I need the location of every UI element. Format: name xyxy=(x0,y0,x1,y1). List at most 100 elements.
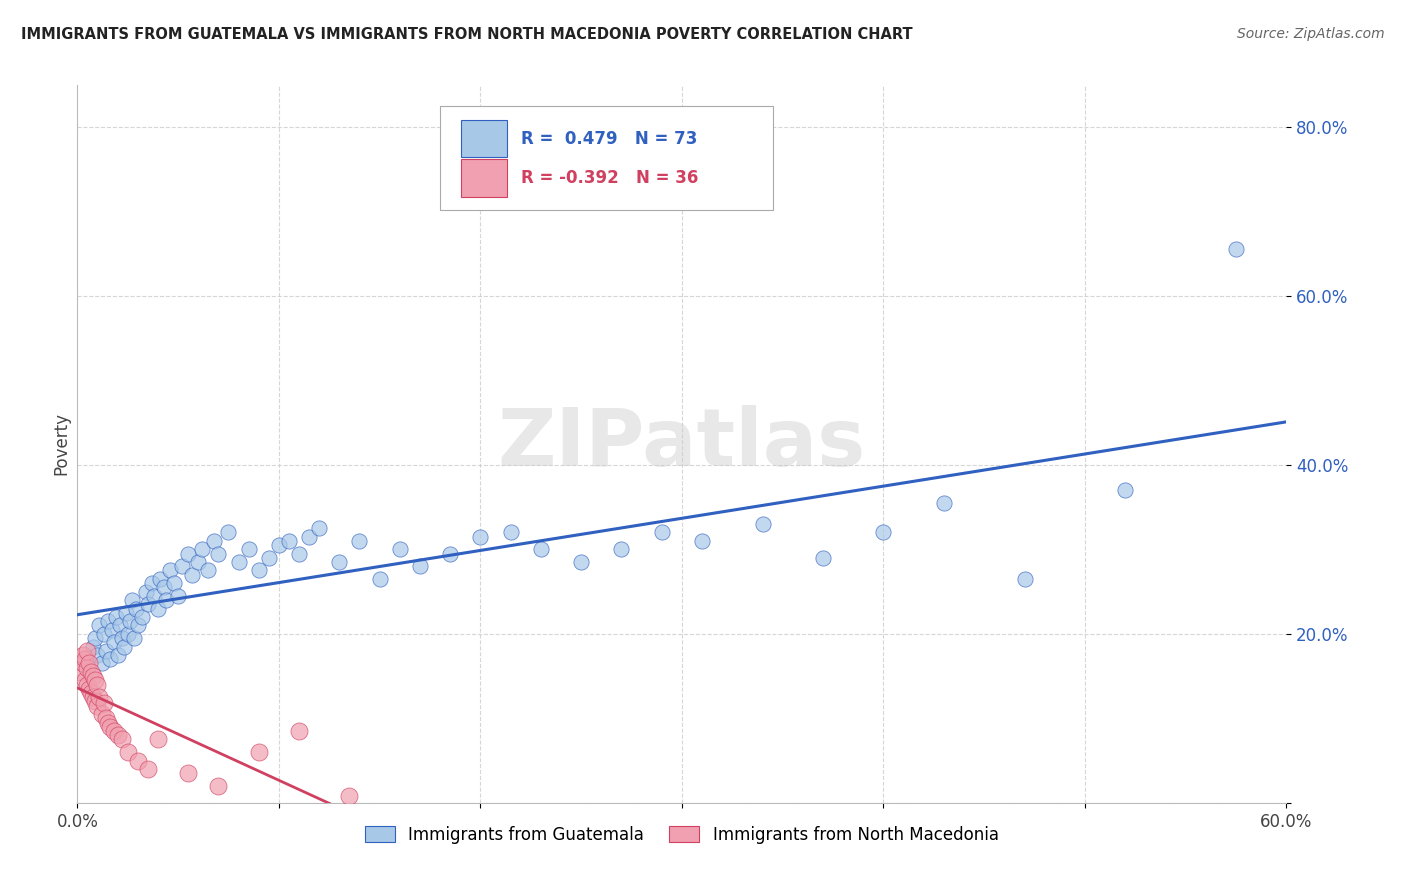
Point xyxy=(339,789,360,803)
Point xyxy=(257,550,280,565)
Point xyxy=(96,614,118,628)
Point xyxy=(103,635,125,649)
Point xyxy=(84,673,107,688)
Point xyxy=(80,686,103,700)
Text: R =  0.479   N = 73: R = 0.479 N = 73 xyxy=(522,129,697,147)
Point xyxy=(155,593,177,607)
Point xyxy=(131,610,153,624)
Point xyxy=(409,559,432,574)
Legend: Immigrants from Guatemala, Immigrants from North Macedonia: Immigrants from Guatemala, Immigrants fr… xyxy=(357,817,1007,852)
Point xyxy=(207,547,229,561)
Point xyxy=(610,542,633,557)
Point xyxy=(163,576,186,591)
Point xyxy=(470,530,492,544)
Point xyxy=(117,745,139,759)
Point xyxy=(149,572,172,586)
Point xyxy=(117,627,139,641)
Point xyxy=(127,754,149,768)
Point xyxy=(146,601,169,615)
Point xyxy=(100,623,122,637)
Point xyxy=(368,572,391,586)
Point xyxy=(308,521,330,535)
Point xyxy=(86,698,108,713)
Point xyxy=(298,530,321,544)
Point xyxy=(872,525,894,540)
Point xyxy=(84,694,107,708)
FancyBboxPatch shape xyxy=(461,120,506,157)
Point xyxy=(127,618,149,632)
Point xyxy=(104,610,127,624)
Point xyxy=(278,533,301,548)
Point xyxy=(136,597,159,611)
Point xyxy=(103,724,125,739)
Point xyxy=(112,640,135,654)
Point xyxy=(136,762,159,776)
Point xyxy=(811,550,834,565)
Point xyxy=(247,745,270,759)
Point xyxy=(690,533,713,548)
Point xyxy=(202,533,225,548)
Point xyxy=(122,631,145,645)
Point xyxy=(932,496,955,510)
Point xyxy=(141,576,163,591)
Point xyxy=(288,547,311,561)
Point xyxy=(76,660,98,674)
Point xyxy=(111,631,134,645)
Point xyxy=(94,711,117,725)
Point xyxy=(108,618,131,632)
Point xyxy=(751,516,773,531)
Point xyxy=(114,606,136,620)
Point xyxy=(96,715,118,730)
Text: R = -0.392   N = 36: R = -0.392 N = 36 xyxy=(522,169,699,187)
Point xyxy=(191,542,214,557)
FancyBboxPatch shape xyxy=(461,160,506,197)
Point xyxy=(90,707,112,722)
Point xyxy=(1225,243,1247,257)
Point xyxy=(197,564,219,578)
Point xyxy=(177,766,200,780)
Point xyxy=(569,555,592,569)
Point xyxy=(93,627,115,641)
Point xyxy=(135,584,157,599)
Text: Source: ZipAtlas.com: Source: ZipAtlas.com xyxy=(1237,27,1385,41)
Point xyxy=(1014,572,1036,586)
Point xyxy=(98,652,121,666)
Point xyxy=(82,640,104,654)
Point xyxy=(75,652,97,666)
Point xyxy=(121,593,143,607)
Point xyxy=(167,589,190,603)
Point xyxy=(79,681,101,696)
Point xyxy=(388,542,411,557)
Point xyxy=(247,564,270,578)
Point xyxy=(86,648,108,662)
Point xyxy=(82,669,104,683)
Point xyxy=(159,564,181,578)
Point xyxy=(79,657,101,671)
Point xyxy=(267,538,290,552)
Point xyxy=(530,542,553,557)
Point xyxy=(94,644,117,658)
Point xyxy=(107,648,129,662)
Point xyxy=(76,644,98,658)
Point xyxy=(349,533,371,548)
Point xyxy=(328,555,350,569)
Point xyxy=(93,696,115,710)
Point xyxy=(70,665,93,679)
Point xyxy=(177,547,200,561)
Point xyxy=(1114,483,1136,498)
Point xyxy=(238,542,260,557)
Point xyxy=(86,677,108,691)
Point xyxy=(107,728,129,742)
Point xyxy=(89,618,111,632)
Point xyxy=(72,657,94,671)
Point xyxy=(75,673,97,688)
Point xyxy=(118,614,141,628)
Point xyxy=(146,732,169,747)
Point xyxy=(172,559,194,574)
Text: IMMIGRANTS FROM GUATEMALA VS IMMIGRANTS FROM NORTH MACEDONIA POVERTY CORRELATION: IMMIGRANTS FROM GUATEMALA VS IMMIGRANTS … xyxy=(21,27,912,42)
Point xyxy=(98,720,121,734)
Point xyxy=(439,547,461,561)
Point xyxy=(90,657,112,671)
Point xyxy=(111,732,134,747)
Point xyxy=(207,779,229,793)
